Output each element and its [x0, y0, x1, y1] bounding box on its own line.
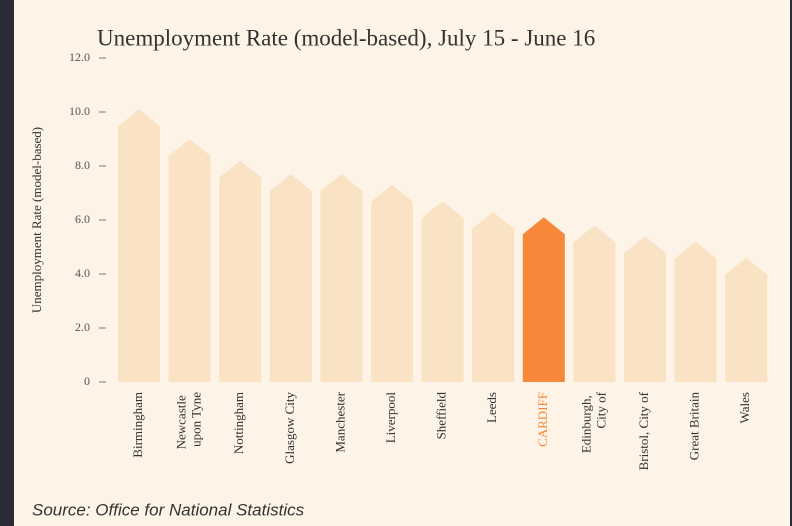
y-tick-label: 2.0: [75, 320, 90, 334]
bar: [168, 139, 211, 382]
bar: [219, 160, 262, 382]
bar: [269, 174, 312, 382]
bar: [573, 225, 616, 382]
x-tick-label: Great Britain: [687, 392, 702, 461]
x-tick-label: Wales: [737, 392, 752, 423]
bar: [421, 201, 464, 382]
x-tick-label: Bristol, City of: [636, 391, 651, 470]
y-tick-label: 12.0: [69, 50, 90, 64]
bar: [371, 184, 413, 382]
source: Source: Office for National Statistics: [32, 500, 305, 519]
x-tick-label: Newcastle upon Tyne: [174, 392, 204, 450]
x-tick-label: Liverpool: [383, 392, 398, 444]
x-tick-label: Edinburgh, City of: [578, 391, 608, 453]
x-tick-label: Sheffield: [434, 392, 449, 440]
x-tick-label: Leeds: [484, 392, 499, 423]
x-tick-label: CARDIFF: [535, 392, 550, 447]
bar: [674, 241, 717, 382]
x-tick-label: Manchester: [332, 391, 347, 452]
y-tick-label: 4.0: [75, 266, 90, 280]
x-tick-label: Glasgow City: [282, 392, 297, 464]
y-tick-label: 6.0: [75, 212, 90, 226]
x-tick-line: City of: [593, 391, 608, 428]
bar: [624, 236, 666, 382]
x-tick-label: Nottingham: [231, 392, 246, 454]
y-tick-label: 10.0: [69, 104, 90, 118]
bar: [320, 174, 363, 382]
x-tick-line: upon Tyne: [189, 392, 204, 447]
chart-title: Unemployment Rate (model-based), July 15…: [97, 25, 595, 50]
bar: [472, 211, 515, 382]
bar: [725, 257, 768, 382]
y-tick-label: 8.0: [75, 158, 90, 172]
x-tick-line: Newcastle: [174, 392, 189, 449]
x-tick-line: Edinburgh,: [578, 392, 593, 453]
bar: [118, 109, 160, 383]
y-tick-label: 0: [84, 374, 90, 388]
bar: [522, 217, 565, 382]
x-tick-label: Birmingham: [130, 392, 145, 458]
y-axis-label: Unemployment Rate (model-based): [29, 127, 44, 313]
